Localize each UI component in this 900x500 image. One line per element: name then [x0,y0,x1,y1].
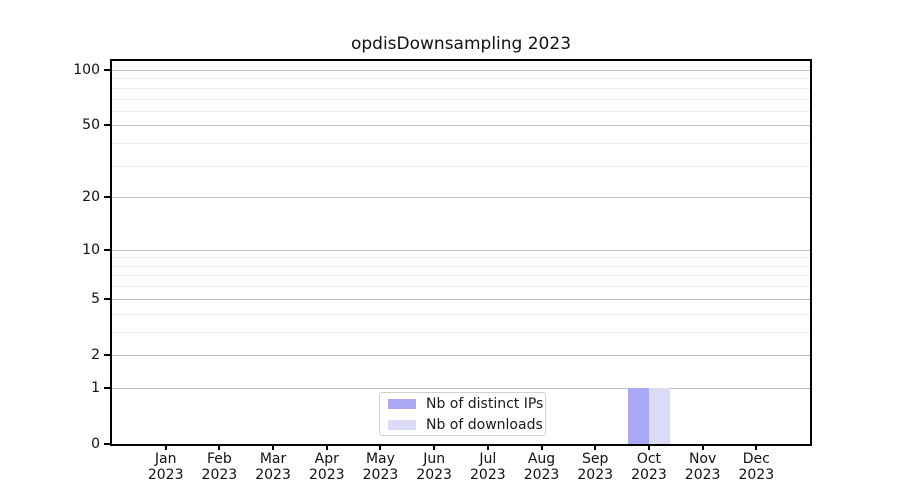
y-tick-label: 0 [91,436,100,452]
x-tick-label: Feb 2023 [201,451,238,483]
bar-downloads [648,387,670,444]
legend-row: Nb of downloads [388,415,545,434]
x-tick-mark [755,444,758,450]
gridline-major [112,354,810,356]
x-tick-mark [486,444,489,450]
gridline-minor [112,265,810,267]
y-tick-mark [104,443,110,445]
gridline-major [112,70,810,71]
y-tick-mark [104,248,110,251]
y-tick-mark [104,196,110,199]
y-tick-mark [104,297,110,300]
y-tick-mark [104,124,110,127]
x-tick-mark [379,444,382,450]
x-tick-label: Dec 2023 [738,451,775,483]
gridline-major [112,387,810,389]
y-tick-mark [104,386,110,389]
gridline-major [112,298,810,300]
y-tick-label: 20 [82,189,100,206]
gridline-minor [112,98,810,100]
x-tick-mark [272,444,275,450]
gridline-minor [112,87,810,89]
y-tick-label: 10 [82,241,100,258]
y-tick-label: 2 [91,346,100,363]
x-tick-label: Oct 2023 [631,451,667,483]
y-tick-label: 1 [91,379,100,396]
legend: Nb of distinct IPs Nb of downloads [379,392,546,436]
x-tick-mark [164,444,167,450]
legend-swatch [388,398,416,409]
gridline-minor [112,331,810,333]
legend-label: Nb of distinct IPs [426,395,544,412]
x-tick-label: Aug 2023 [523,451,560,483]
gridline-minor [112,313,810,315]
gridline-minor [112,78,810,80]
plot-area [110,59,812,446]
gridline-minor [112,143,810,145]
legend-swatch [388,419,416,430]
gridline-minor [112,110,810,112]
y-tick-label: 5 [91,290,100,307]
x-tick-mark [594,444,597,450]
y-tick-mark [104,69,110,71]
x-tick-label: Jun 2023 [416,451,452,483]
x-tick-label: Jul 2023 [470,451,506,483]
x-tick-label: Nov 2023 [684,451,721,483]
gridline-major [112,197,810,199]
gridline-minor [112,275,810,277]
gridline-minor [112,257,810,259]
x-tick-mark [540,444,543,450]
gridline-major [112,249,810,251]
x-tick-label: May 2023 [362,451,399,483]
legend-row: Nb of distinct IPs [388,394,545,413]
gridline-major [112,125,810,127]
x-tick-mark [647,444,650,450]
gridline-minor [112,165,810,167]
x-tick-label: Apr 2023 [308,451,345,483]
y-tick-mark [104,353,110,356]
x-tick-mark [325,444,328,450]
bar-distinct-ips [627,387,649,444]
x-tick-mark [218,444,221,450]
legend-label: Nb of downloads [426,416,543,433]
x-tick-label: Mar 2023 [255,451,291,483]
y-tick-label: 50 [82,117,100,134]
x-tick-mark [433,444,436,450]
x-tick-label: Jan 2023 [147,451,184,483]
gridline-minor [112,286,810,288]
chart-title: opdisDownsampling 2023 [350,34,572,54]
x-tick-label: Sep 2023 [577,451,614,483]
y-tick-label: 100 [73,62,100,78]
x-tick-mark [701,444,704,450]
